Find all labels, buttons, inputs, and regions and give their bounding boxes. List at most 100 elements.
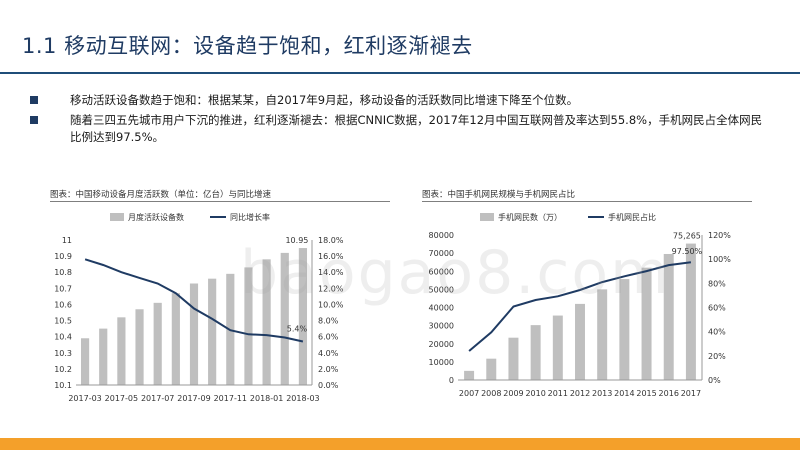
right-chart: 手机网民数（万） 手机网民占比 0 10000 20000 30000 40000 50000… (429, 212, 732, 398)
bullet-square-icon (30, 96, 38, 104)
left-chart-ytick-right: 0.0% (318, 381, 339, 390)
left-chart-xtick: 2017-05 (105, 394, 138, 403)
left-chart-xtick: 2017-11 (214, 394, 247, 403)
right-chart-bar (575, 303, 585, 380)
left-chart-ytick-right: 10.0% (318, 300, 344, 309)
right-chart-bar (663, 253, 674, 380)
right-chart-ytick-left: 0 (449, 376, 454, 385)
right-chart-xtick: 2007 (459, 389, 479, 398)
left-chart-xtick: 2018-01 (250, 394, 283, 403)
left-chart-ytick-right: 6.0% (318, 333, 339, 342)
left-chart-bar (189, 283, 199, 385)
right-chart-bar (464, 370, 475, 380)
left-chart-bar (135, 309, 144, 385)
left-chart-legend-line-label: 同比增长率 (230, 212, 270, 222)
left-chart-divider (50, 201, 390, 202)
right-chart-xtick: 2008 (481, 389, 501, 398)
left-chart-ytick-left: 10.5 (54, 317, 72, 326)
right-chart-bar-data-label: 75,265 (673, 232, 701, 241)
right-chart-xtick: 2016 (659, 389, 679, 398)
left-chart-ytick-left: 10.1 (54, 381, 72, 390)
left-chart-line-series (84, 258, 304, 343)
right-chart-bar (619, 279, 630, 380)
left-chart-bar (80, 338, 90, 385)
left-chart-ytick-left: 10.7 (54, 284, 72, 293)
right-chart-ytick-left: 40000 (429, 304, 454, 313)
right-chart-line-data-label: 97.50% (672, 247, 703, 256)
right-chart-ytick-left: 50000 (429, 285, 454, 294)
right-chart-xtick: 2012 (570, 389, 590, 398)
left-chart-ytick-right: 4.0% (318, 349, 339, 358)
right-chart-bar (530, 325, 541, 380)
bullet-list: 移动活跃设备数趋于饱和：根据某某，自2017年9月起，移动设备的活跃数同比增速下… (30, 92, 770, 149)
left-chart-ytick-right: 14.0% (318, 268, 344, 277)
right-chart-ytick-right: 20% (708, 352, 726, 361)
left-chart-bar (153, 302, 162, 385)
bullet-item-2: 随着三四五先城市用户下沉的推进，红利逐渐褪去：根据CNNIC数据，2017年12… (30, 112, 770, 146)
left-chart-ytick-right: 12.0% (318, 284, 344, 293)
right-chart-ytick-right: 40% (708, 328, 726, 337)
left-chart-ytick-left: 10.6 (54, 300, 72, 309)
left-chart-bar (280, 252, 289, 385)
right-chart-bar (552, 315, 563, 380)
left-chart-bar (262, 259, 271, 385)
left-chart-xtick: 2017-07 (141, 394, 174, 403)
right-chart-legend-bar-label: 手机网民数（万） (498, 212, 562, 222)
left-chart-xtick: 2017-03 (68, 394, 101, 403)
right-chart-ytick-right: 60% (708, 304, 726, 313)
left-chart-ytick-right: 18.0% (318, 236, 344, 245)
left-chart-caption: 图表：中国移动设备月度活跃数（单位：亿台）与同比增速 (50, 190, 272, 200)
right-chart-ytick-left: 70000 (429, 249, 454, 258)
left-chart-ytick-right: 16.0% (318, 252, 344, 261)
watermark: baogao8.com (240, 238, 671, 308)
right-chart-legend-bar-swatch (480, 213, 494, 221)
right-chart-xtick: 2009 (503, 389, 523, 398)
right-chart-ytick-left: 20000 (429, 340, 454, 349)
right-chart-xtick: 2015 (636, 389, 656, 398)
left-chart-ytick-left: 10.2 (54, 365, 72, 374)
left-chart-bar (244, 267, 253, 385)
left-chart-ytick-left: 10.3 (54, 349, 72, 358)
left-chart-bar (99, 328, 108, 385)
left-chart: 月度活跃设备数 同比增长率 10.1 10.2 10.3 10.4 10.5 10.6 10.7… (54, 212, 344, 403)
left-chart-bar (298, 248, 308, 385)
left-chart-ytick-left: 10.9 (54, 252, 72, 261)
left-chart-bar (117, 317, 126, 385)
left-chart-ytick-left: 10.4 (54, 333, 72, 342)
right-chart-ytick-left: 60000 (429, 267, 454, 276)
right-chart-xtick: 2010 (525, 389, 545, 398)
right-chart-ytick-right: 120% (708, 231, 731, 240)
right-chart-bar (508, 337, 519, 380)
slide-title: 1.1 移动互联网：设备趋于饱和，红利逐渐褪去 (22, 34, 473, 58)
title-divider (0, 72, 800, 74)
right-chart-ytick-right: 100% (708, 255, 731, 264)
bullet-item-1: 移动活跃设备数趋于饱和：根据某某，自2017年9月起，移动设备的活跃数同比增速下… (30, 92, 770, 109)
left-chart-xtick: 2017-09 (177, 394, 210, 403)
right-chart-ytick-left: 10000 (429, 358, 454, 367)
left-chart-ytick-right: 2.0% (318, 365, 339, 374)
right-chart-divider (422, 201, 752, 202)
right-chart-xtick: 2013 (592, 389, 612, 398)
right-chart-ytick-right: 80% (708, 279, 726, 288)
bullet-text-2: 随着三四五先城市用户下沉的推进，红利逐渐褪去：根据CNNIC数据，2017年12… (70, 113, 763, 144)
footer-bar (0, 438, 800, 450)
left-chart-ytick-right: 8.0% (318, 317, 339, 326)
right-chart-xtick: 2011 (548, 389, 568, 398)
bullet-square-icon (30, 116, 38, 124)
right-chart-xtick: 2017 (681, 389, 701, 398)
left-chart-bar (208, 278, 217, 385)
right-chart-legend-line-label: 手机网民占比 (608, 212, 656, 222)
right-chart-xtick: 2014 (614, 389, 634, 398)
right-chart-line-series (468, 261, 692, 352)
right-chart-ytick-left: 30000 (429, 322, 454, 331)
right-chart-ytick-left: 80000 (429, 231, 454, 240)
bullet-text-1: 移动活跃设备数趋于饱和：根据某某，自2017年9月起，移动设备的活跃数同比增速下… (70, 93, 579, 107)
right-chart-ytick-right: 0% (708, 376, 721, 385)
right-chart-bar (486, 358, 497, 380)
left-chart-bar-data-label: 10.95 (285, 236, 308, 245)
right-chart-caption: 图表：中国手机网民规模与手机网民占比 (422, 190, 576, 200)
left-chart-ytick-left: 10.8 (54, 268, 72, 277)
left-chart-legend-bar-swatch (110, 213, 124, 221)
left-chart-bar (171, 293, 180, 385)
right-chart-bar (641, 267, 652, 380)
